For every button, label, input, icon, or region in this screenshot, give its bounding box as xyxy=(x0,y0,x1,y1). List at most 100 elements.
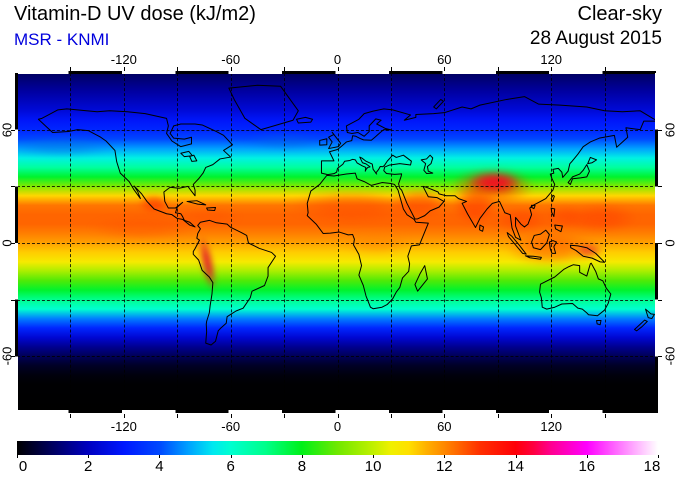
map-tick-bottom xyxy=(444,414,446,418)
map-frame-left xyxy=(15,73,18,413)
map-tick-top xyxy=(390,67,392,71)
lat-tick-label-right: 60 xyxy=(662,122,678,137)
colorbar-tick xyxy=(159,455,161,458)
map-tick-bottom xyxy=(551,414,553,418)
coast-madagascar xyxy=(415,266,427,292)
colorbar-tick xyxy=(373,455,375,458)
map-tick-right xyxy=(658,186,662,188)
coast-sumatra xyxy=(507,233,526,255)
hotspot-north-pacific-cool xyxy=(17,136,115,158)
colorbar-tick-label: 2 xyxy=(84,458,93,475)
world-uv-map xyxy=(17,73,658,413)
map-tick-left xyxy=(11,356,15,358)
lat-tick-label-left: -60 xyxy=(0,346,15,366)
coast-luzon xyxy=(551,208,555,217)
colorbar-tick-label: 10 xyxy=(364,458,382,475)
map-tick-bottom xyxy=(70,414,72,418)
map-frame-right xyxy=(655,73,658,413)
coast-novaya-zemlya xyxy=(434,99,444,108)
hotspot-mexico-highlands xyxy=(138,193,171,213)
coast-hokkaido xyxy=(588,157,597,163)
colorbar-tick-label: 6 xyxy=(226,458,235,475)
subtitle-msr-knmi: MSR - KNMI xyxy=(14,30,110,49)
map-tick-top xyxy=(497,67,499,71)
colorbar-tick xyxy=(301,455,303,458)
map-tick-left xyxy=(11,243,15,244)
map-tick-right xyxy=(658,243,662,244)
great-lakes xyxy=(181,151,197,161)
map-tick-bottom xyxy=(123,414,125,418)
map-tick-top xyxy=(123,67,125,71)
coastlines xyxy=(17,73,658,413)
coast-sulawesi xyxy=(549,241,556,254)
map-tick-bottom xyxy=(337,414,339,418)
coast-sri-lanka xyxy=(480,225,484,231)
hotspot-indochina xyxy=(494,207,548,234)
hotspot-caribbean xyxy=(177,207,242,226)
colorbar-tick xyxy=(230,455,232,458)
gridline-parallel xyxy=(17,129,658,131)
map-tick-left xyxy=(11,129,15,131)
map-tick-top xyxy=(230,67,232,71)
map-tick-left xyxy=(11,299,15,301)
lon-tick-label-top: 120 xyxy=(540,52,563,67)
coast-java xyxy=(525,256,541,259)
colorbar-tick xyxy=(586,455,588,458)
lat-tick-label-left: 0 xyxy=(0,239,15,247)
condition-label: Clear-sky xyxy=(577,3,662,25)
coast-hispaniola xyxy=(207,207,216,210)
map-frame-top xyxy=(15,71,660,74)
coast-south-america xyxy=(193,220,275,345)
coast-great-britain xyxy=(329,132,341,148)
date-label: 28 August 2015 xyxy=(529,28,662,49)
colorbar-tick xyxy=(444,455,446,458)
map-tick-top xyxy=(177,67,179,71)
gridline-parallel xyxy=(17,299,658,301)
lat-tick-label-left: 60 xyxy=(0,122,15,137)
map-tick-right xyxy=(658,356,662,358)
map-tick-top xyxy=(70,67,72,71)
colorbar-tick xyxy=(515,455,517,458)
map-tick-left xyxy=(11,186,15,188)
coast-caspian-sea xyxy=(421,155,433,173)
hotspot-west-pacific xyxy=(563,203,639,234)
colorbar-tick-label: 8 xyxy=(297,458,307,475)
hotspot-north-atlantic-cool xyxy=(244,132,324,150)
coast-greenland xyxy=(229,85,298,129)
page-title: Vitamin-D UV dose (kJ/m2) xyxy=(14,3,256,25)
map-tick-bottom xyxy=(497,414,499,418)
hotspot-philippine-sea xyxy=(545,205,585,228)
lon-tick-label-top: 60 xyxy=(437,52,452,67)
gridline-parallel xyxy=(17,356,658,358)
coast-africa xyxy=(307,173,428,309)
lat-tick-label-right: 0 xyxy=(662,239,678,247)
colorbar-tick-label: 18 xyxy=(643,458,661,475)
coast-north-america xyxy=(38,109,232,227)
lon-tick-label-bottom: -120 xyxy=(110,419,137,434)
coast-borneo xyxy=(532,230,550,249)
colorbar-tick-label: 4 xyxy=(155,458,164,475)
coast-honshu xyxy=(568,165,589,185)
coast-new-zealand-south xyxy=(634,320,647,331)
coast-australia xyxy=(540,263,611,316)
colorbar-tick-label: 12 xyxy=(435,458,453,475)
map-tick-top xyxy=(284,67,286,71)
lon-tick-label-bottom: -60 xyxy=(221,419,241,434)
map-tick-top xyxy=(551,67,553,71)
coast-new-zealand-north xyxy=(646,309,655,318)
coast-ireland xyxy=(320,139,327,145)
lon-tick-label-top: -120 xyxy=(110,52,137,67)
lon-tick-label-bottom: 60 xyxy=(437,419,452,434)
coast-mindanao xyxy=(555,225,563,232)
colorbar-tick xyxy=(658,455,659,458)
map-tick-bottom xyxy=(284,414,286,418)
gridline-parallel xyxy=(17,186,658,188)
gridline-parallel xyxy=(17,243,658,244)
map-tick-bottom xyxy=(230,414,232,418)
colorbar-tick xyxy=(17,455,18,458)
map-tick-right xyxy=(658,129,662,131)
coast-eurasia xyxy=(321,97,658,241)
map-tick-bottom xyxy=(390,414,392,418)
colorbar-tick xyxy=(88,455,90,458)
